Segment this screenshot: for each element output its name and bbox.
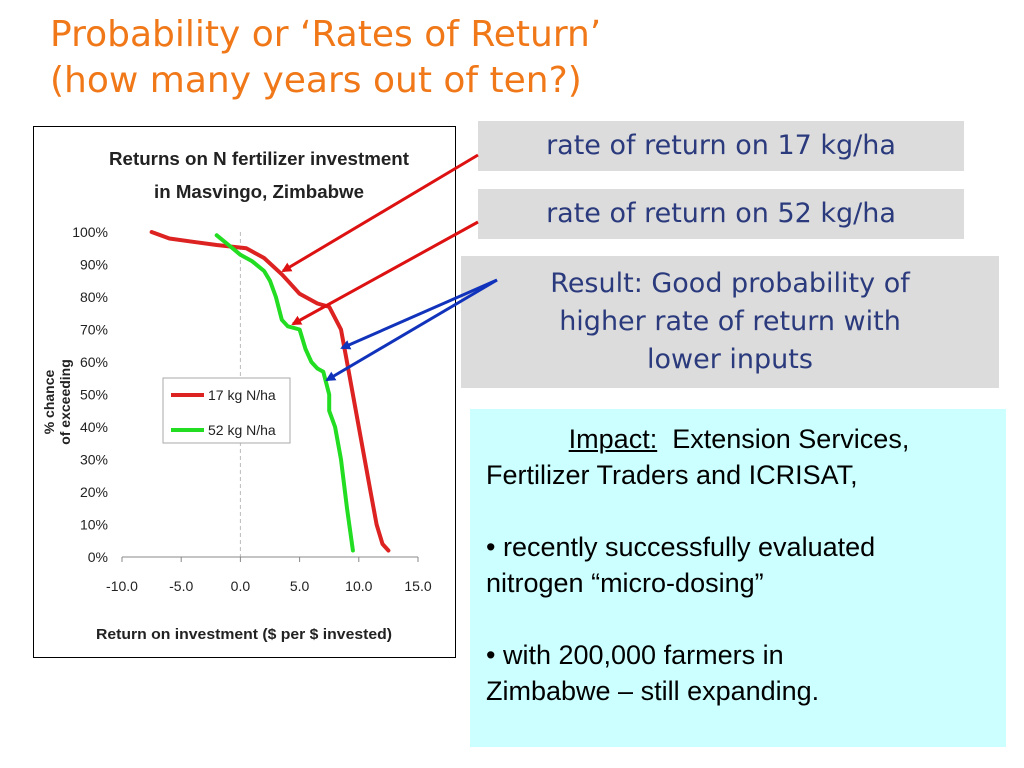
impact-gap-1 xyxy=(486,493,992,529)
x-axis-label: Return on investment ($ per $ invested) xyxy=(96,626,392,643)
slide-title-line-2: (how many years out of ten?) xyxy=(50,60,582,101)
chart-legend: 17 kg N/ha 52 kg N/ha xyxy=(162,377,291,444)
y-tick-label: 100% xyxy=(72,224,108,240)
chart-axes: -10.0 -5.0 0.0 5.0 10.0 15.0 0% 10% 20% 30% 40% 50%… xyxy=(72,224,432,594)
bullet-2-line-2: Zimbabwe – still expanding. xyxy=(486,676,820,706)
x-tick-label: 10.0 xyxy=(345,578,372,594)
x-tick-label: 0.0 xyxy=(231,578,251,594)
y-tick-label: 20% xyxy=(80,484,108,500)
callout-rate-52: rate of return on 52 kg/ha xyxy=(478,189,964,239)
callout-result: Result: Good probability of higher rate … xyxy=(461,256,999,388)
impact-line-1-rest: Extension Services, xyxy=(672,424,910,454)
callout-rate-17: rate of return on 17 kg/ha xyxy=(478,121,964,171)
y-tick-label: 50% xyxy=(80,387,108,403)
returns-chart: Returns on N fertilizer investment in Ma… xyxy=(41,149,432,643)
y-tick-label: 90% xyxy=(80,257,108,273)
impact-label: Impact: xyxy=(568,424,658,454)
series-line-1 xyxy=(214,233,355,553)
result-line-1: Result: Good probability of xyxy=(550,268,910,299)
bullet-2-line-1: • with 200,000 farmers in xyxy=(486,640,784,670)
legend-label-17: 17 kg N/ha xyxy=(208,387,276,403)
slide-title: Probability or ‘Rates of Return’ (how ma… xyxy=(50,12,601,104)
y-axis-label-line-1: % chance xyxy=(41,369,57,434)
y-tick-label: 70% xyxy=(80,322,108,338)
y-tick-label: 40% xyxy=(80,419,108,435)
chart-title: Returns on N fertilizer investment xyxy=(109,149,409,169)
bullet-1-line-1: • recently successfully evaluated xyxy=(486,532,876,562)
impact-box: Impact: Extension Services, Fertilizer T… xyxy=(470,409,1006,747)
y-tick-label: 60% xyxy=(80,354,108,370)
y-tick-label: 10% xyxy=(80,517,108,533)
slide-title-line-1: Probability or ‘Rates of Return’ xyxy=(50,14,602,55)
result-line-2: higher rate of return with xyxy=(559,306,901,337)
x-tick-label: -10.0 xyxy=(106,578,138,594)
x-tick-label: 15.0 xyxy=(404,578,431,594)
result-line-3: lower inputs xyxy=(647,344,813,375)
bullet-1-line-2: nitrogen “micro-dosing” xyxy=(486,568,764,598)
legend-label-52: 52 kg N/ha xyxy=(208,422,276,438)
y-axis-label-line-2: of exceeding xyxy=(57,359,73,445)
chart-frame: Returns on N fertilizer investment in Ma… xyxy=(33,126,456,658)
y-tick-label: 80% xyxy=(80,289,108,305)
impact-line-1: Impact: Extension Services, xyxy=(486,421,992,457)
impact-gap-2 xyxy=(486,601,992,637)
y-tick-label: 0% xyxy=(88,549,108,565)
x-tick-label: 5.0 xyxy=(290,578,310,594)
x-tick-label: -5.0 xyxy=(169,578,193,594)
y-tick-label: 30% xyxy=(80,452,108,468)
y-axis-label: % chance of exceeding xyxy=(41,359,73,445)
chart-subtitle: in Masvingo, Zimbabwe xyxy=(154,182,364,202)
legend-box xyxy=(162,377,291,444)
impact-line-2: Fertilizer Traders and ICRISAT, xyxy=(486,460,858,490)
